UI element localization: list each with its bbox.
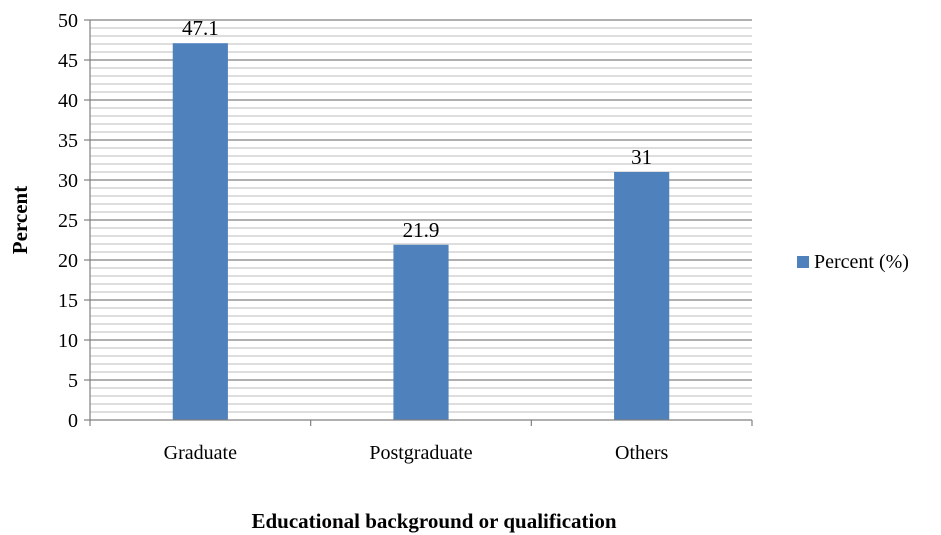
- y-tick-label: 5: [68, 370, 78, 392]
- y-tick-label: 25: [58, 210, 78, 232]
- legend: Percent (%): [797, 251, 909, 273]
- data-label: 47.1: [182, 16, 219, 40]
- bar-postgraduate: [393, 244, 449, 420]
- legend-label: Percent (%): [814, 251, 909, 273]
- bar-graduate: [172, 43, 228, 420]
- legend-swatch: [797, 256, 809, 268]
- x-axis-title: Educational background or qualification: [251, 509, 616, 533]
- data-label: 21.9: [403, 218, 440, 242]
- x-tick-label: Postgraduate: [369, 442, 472, 464]
- data-label: 31: [631, 145, 652, 169]
- y-tick-label: 40: [58, 90, 78, 112]
- bars: [172, 43, 670, 420]
- bar-others: [614, 172, 670, 420]
- labels: 0 5 10 15 20 25 30 35 40 45 50 47.1 Graduate 21.9 Post…: [58, 10, 669, 464]
- y-tick-label: 20: [58, 250, 78, 272]
- y-tick-label: 15: [58, 290, 78, 312]
- x-tick-label: Others: [615, 442, 669, 464]
- y-tick-label: 45: [58, 50, 78, 72]
- y-tick-label: 50: [58, 10, 78, 32]
- y-tick-label: 30: [58, 170, 78, 192]
- x-tick-label: Graduate: [164, 442, 237, 464]
- y-axis-title: Percent: [8, 186, 32, 254]
- axes: [84, 19, 753, 426]
- y-tick-label: 35: [58, 130, 78, 152]
- y-tick-label: 10: [58, 330, 78, 352]
- y-tick-label: 0: [68, 410, 78, 432]
